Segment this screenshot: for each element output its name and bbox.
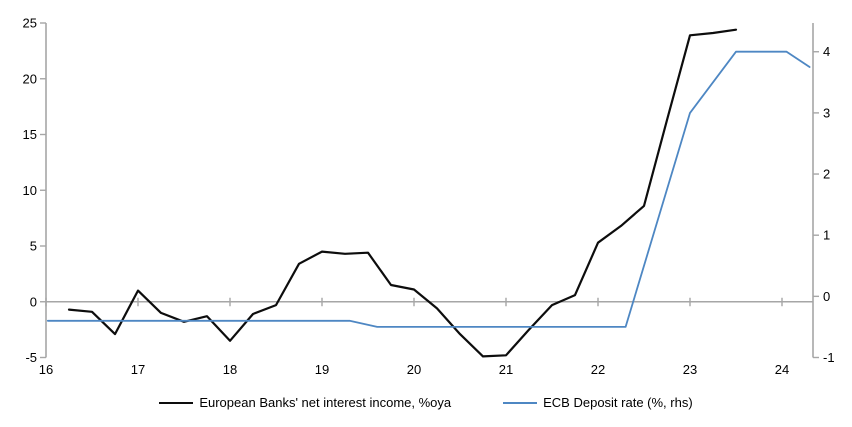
chart-legend: European Banks' net interest income, %oy…	[0, 395, 852, 410]
right-axis-tick-label: 0	[823, 289, 830, 304]
left-axis-tick-label: 15	[23, 127, 37, 142]
right-axis-tick-label: 1	[823, 228, 830, 243]
axes	[45, 23, 814, 358]
left-axis-tick-label: 5	[30, 239, 37, 254]
right-axis-tick-label: 2	[823, 167, 830, 182]
left-axis-tick-label: 0	[30, 294, 37, 309]
x-axis-tick-label: 24	[775, 362, 789, 377]
left-axis-tick-label: 20	[23, 71, 37, 86]
axis-ticks	[40, 22, 819, 359]
left-axis-tick-label: 25	[23, 16, 37, 31]
black-line-swatch	[159, 401, 194, 404]
left-axis-tick-label: -5	[25, 350, 37, 365]
x-axis-tick-label: 16	[39, 362, 53, 377]
x-axis-tick-label: 19	[315, 362, 329, 377]
series-lines	[46, 28, 811, 358]
series-line-ecb-deposit-rate	[46, 50, 811, 328]
right-axis-tick-label: -1	[823, 350, 835, 365]
x-axis-tick-label: 20	[407, 362, 421, 377]
x-axis-tick-label: 18	[223, 362, 237, 377]
series-line-net-interest-income	[67, 28, 738, 358]
legend-item-ecb-deposit-rate: ECB Deposit rate (%, rhs)	[503, 395, 693, 410]
right-axis-tick-label: 3	[823, 105, 830, 120]
x-axis-tick-label: 17	[131, 362, 145, 377]
x-axis-tick-label: 22	[591, 362, 605, 377]
x-axis-tick-label: 21	[499, 362, 513, 377]
x-axis-tick-label: 23	[683, 362, 697, 377]
legend-item-net-interest-income: European Banks' net interest income, %oy…	[159, 395, 451, 410]
legend-label-net-interest-income: European Banks' net interest income, %oy…	[199, 395, 452, 410]
left-axis-tick-label: 10	[23, 183, 37, 198]
right-axis-tick-label: 4	[823, 44, 830, 59]
blue-line-swatch	[503, 401, 538, 404]
legend-label-ecb-deposit-rate: ECB Deposit rate (%, rhs)	[543, 395, 693, 410]
